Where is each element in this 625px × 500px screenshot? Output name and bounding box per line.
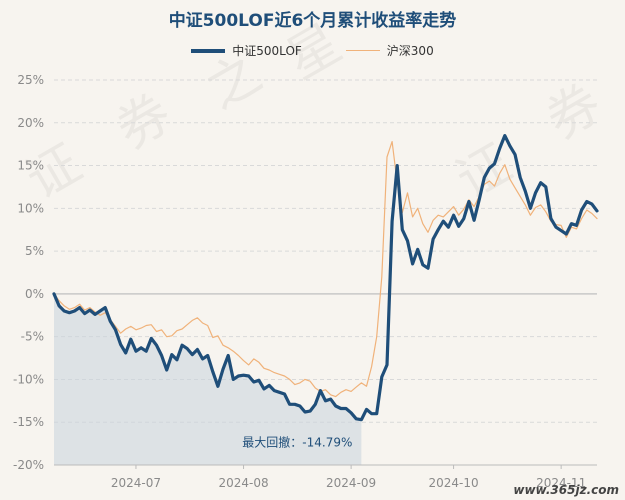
y-tick-label: 10% [17,201,44,215]
y-tick-label: 0% [25,287,44,301]
max-drawdown-area [54,293,362,465]
series-line-index [53,141,598,398]
legend: 中证500LOF 沪深300 [0,42,625,59]
chart-title: 中证500LOF近6个月累计收益率走势 [168,11,457,31]
watermark-glyph: 券 [107,83,182,161]
legend-item-index[interactable]: 沪深300 [345,42,434,59]
y-tick-label: -20% [13,458,44,472]
y-tick-label: 25% [17,73,44,87]
x-tick-label: 2024-09 [326,476,376,490]
legend-label-index: 沪深300 [386,44,434,58]
max-drawdown-label: 最大回撤：-14.79% [242,434,352,449]
annotation-layer: 最大回撤：-14.79% [242,434,352,449]
legend-item-fund[interactable]: 中证500LOF [191,42,302,59]
legend-swatch-fund [191,48,226,53]
x-tick-label: 2024-10 [428,476,478,490]
y-tick-label: -15% [13,415,44,429]
site-watermark-text: www.365jz.com [513,483,619,497]
legend-label-fund: 中证500LOF [232,44,302,58]
y-tick-label: -10% [13,372,44,386]
watermark-glyph: 券 [537,73,612,151]
y-tick-label: 15% [17,159,44,173]
y-tick-label: 5% [25,244,44,258]
watermark-glyph: 之 [197,43,272,121]
x-tick-label: 2024-08 [218,476,268,490]
y-tick-label: 20% [17,116,44,130]
grid-layer [54,79,597,466]
x-tick-label: 2024-07 [111,476,161,490]
y-tick-label: -5% [21,330,44,344]
x-tick-label: 2024-11 [536,476,586,490]
series-line-fund [52,134,599,422]
drawdown-layer [54,293,362,465]
legend-swatch-index [345,50,380,51]
series-layer [52,134,599,422]
axis-layer: -20% -15% -10% -5% 0% 5% 10% 15% 20% 25% 2024-07 20… [13,73,597,490]
